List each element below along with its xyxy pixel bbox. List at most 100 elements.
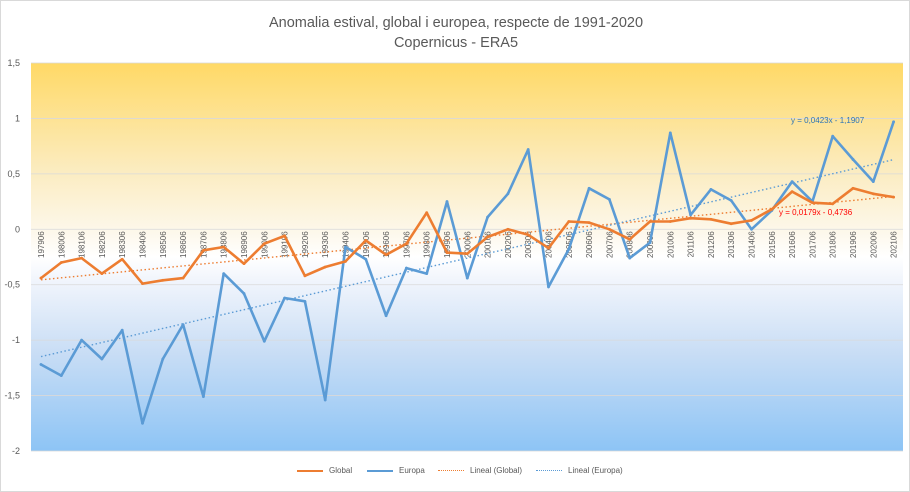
data-point-europa [120,328,124,332]
plot-area [31,63,903,451]
y-tick-label: -0,5 [4,280,20,290]
trendline-lineal-global [40,195,894,281]
data-point-global [202,248,205,252]
data-point-europa [39,363,43,366]
data-point-europa [486,215,489,219]
data-point-europa [526,148,530,151]
data-point-global [242,262,246,266]
data-point-europa [303,299,307,303]
data-point-europa [384,314,388,318]
data-point-europa [364,257,368,261]
data-point-global [506,227,510,231]
data-point-global [425,211,429,215]
x-tick-label: 200606 [585,231,594,258]
x-tick-label: 202006 [869,231,878,258]
legend-label-europa: Europa [399,466,425,475]
trendline-lineal-europa [40,158,894,358]
x-tick-label: 201106 [687,231,696,258]
x-tick-label: 199906 [443,231,452,258]
data-point-europa [750,227,753,231]
legend-swatch-lineal-global [438,470,464,471]
data-point-global [608,227,611,231]
y-tick-label: 1,5 [7,58,20,68]
x-tick-label: 198306 [118,231,127,258]
x-tick-label: 199806 [423,231,432,258]
data-point-global [384,253,388,257]
data-point-europa [323,398,327,402]
legend-label-lineal-global: Lineal (Global) [470,466,523,475]
data-point-global [648,220,652,223]
legend-swatch-europa [367,469,393,472]
legend-item-europa: Europa [367,466,425,475]
x-tick-label: 201806 [829,231,838,258]
data-point-global [120,257,124,261]
data-point-global [222,245,226,249]
x-tick-label: 198206 [98,231,107,258]
data-point-europa [587,186,591,190]
data-point-europa [892,120,895,124]
legend-item-lineal-global: Lineal (Global) [438,466,522,475]
data-point-global [283,234,286,238]
data-point-europa [425,272,429,276]
data-point-global [790,190,794,193]
data-point-global [831,202,835,206]
data-point-global [709,217,713,221]
legend-swatch-lineal-europa [536,470,562,471]
data-point-europa [547,285,550,289]
x-tick-label: 198106 [78,231,87,258]
y-tick-label: -1 [12,335,20,345]
data-point-europa [80,338,83,342]
x-tick-label: 198006 [57,231,66,258]
data-point-global [141,282,144,286]
y-tick-label: -1,5 [4,391,20,401]
data-point-europa [709,187,713,191]
x-tick-label: 198506 [159,231,168,258]
data-point-europa [790,180,794,184]
x-tick-label: 197906 [37,231,46,258]
data-point-europa [831,134,835,138]
data-point-global [729,222,733,226]
data-point-europa [465,276,469,280]
x-tick-label: 199506 [362,231,371,258]
legend-item-lineal-europa: Lineal (Europa) [536,466,623,475]
x-tick-label: 201206 [707,231,716,258]
x-tick-label: 198406 [139,231,148,258]
x-tick-label: 200006 [463,231,472,258]
data-point-global [547,246,550,250]
data-point-europa [59,374,63,378]
data-point-europa [181,323,185,327]
x-tick-label: 199306 [321,231,330,258]
x-tick-label: 198706 [199,231,208,258]
x-tick-label: 201406 [748,231,757,258]
data-point-global [668,220,672,223]
data-point-global [892,195,895,199]
x-tick-label: 200806 [626,231,635,258]
data-point-global [628,237,632,241]
x-tick-label: 201906 [849,231,858,258]
data-point-europa [100,357,104,361]
x-tick-label: 199406 [342,231,351,258]
data-point-global [851,186,855,190]
data-point-europa [567,247,571,251]
y-tick-label: -2 [12,446,20,456]
x-tick-label: 198806 [220,231,229,258]
chart-subtitle: Copernicus - ERA5 [393,35,519,51]
data-point-global [445,251,449,254]
data-point-global [161,278,165,282]
data-point-europa [141,421,144,425]
data-point-europa [344,245,347,249]
y-tick-label: 0,5 [7,169,20,179]
x-tick-label: 199206 [301,231,310,258]
data-point-global [323,265,327,269]
x-tick-label: 201606 [788,231,797,258]
data-point-europa [445,200,449,203]
y-tick-label: 0 [15,224,20,234]
data-point-global [770,207,774,211]
trendline-equation-lineal-global: y = 0,0179x - 0,4736 [779,208,853,217]
x-tick-label: 201706 [808,231,817,258]
x-tick-label: 202106 [890,231,899,258]
data-point-europa [608,197,611,201]
data-point-europa [871,180,875,184]
data-point-global [567,220,571,223]
